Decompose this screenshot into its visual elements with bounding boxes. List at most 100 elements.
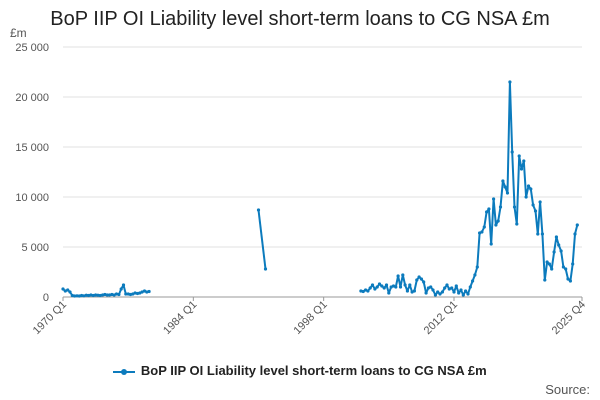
data-point[interactable]: [121, 283, 126, 287]
data-point[interactable]: [540, 232, 545, 236]
data-point[interactable]: [552, 250, 556, 254]
data-point[interactable]: [557, 243, 561, 247]
data-point[interactable]: [117, 292, 121, 297]
data-point[interactable]: [429, 285, 433, 289]
data-point[interactable]: [140, 290, 144, 294]
data-point[interactable]: [370, 283, 375, 287]
data-point[interactable]: [94, 293, 98, 297]
data-point[interactable]: [512, 205, 517, 209]
data-point[interactable]: [377, 282, 382, 286]
data-point[interactable]: [387, 291, 391, 295]
data-point[interactable]: [559, 249, 563, 253]
data-point[interactable]: [68, 290, 72, 294]
data-point[interactable]: [457, 291, 461, 295]
legend[interactable]: BoP IIP OI Liability level short-term lo…: [0, 363, 600, 378]
data-point[interactable]: [473, 273, 477, 277]
data-point[interactable]: [531, 203, 535, 207]
data-point[interactable]: [464, 289, 468, 293]
data-point[interactable]: [147, 289, 151, 294]
data-point[interactable]: [545, 260, 549, 264]
data-point[interactable]: [480, 230, 484, 234]
data-point[interactable]: [98, 293, 102, 298]
data-point[interactable]: [564, 267, 568, 271]
data-point[interactable]: [394, 285, 398, 289]
data-point[interactable]: [396, 274, 400, 278]
data-point[interactable]: [256, 208, 261, 212]
data-point[interactable]: [405, 289, 409, 293]
data-point[interactable]: [496, 219, 500, 223]
data-point[interactable]: [550, 267, 554, 271]
data-point[interactable]: [452, 290, 456, 294]
data-point[interactable]: [454, 284, 458, 288]
data-point[interactable]: [505, 191, 510, 195]
data-point[interactable]: [485, 210, 489, 214]
data-point[interactable]: [522, 159, 526, 163]
data-point[interactable]: [398, 285, 403, 289]
data-point[interactable]: [461, 293, 465, 297]
data-point[interactable]: [529, 187, 533, 191]
data-point[interactable]: [450, 286, 454, 290]
data-point[interactable]: [424, 291, 428, 295]
data-point[interactable]: [503, 185, 507, 189]
data-point[interactable]: [66, 288, 70, 292]
data-point[interactable]: [382, 286, 386, 290]
data-point[interactable]: [498, 205, 503, 209]
data-point[interactable]: [571, 262, 575, 266]
data-point[interactable]: [466, 292, 470, 296]
data-point[interactable]: [517, 154, 521, 158]
data-point[interactable]: [124, 292, 128, 296]
data-point[interactable]: [89, 293, 93, 297]
data-point[interactable]: [468, 285, 472, 289]
data-point[interactable]: [526, 184, 531, 188]
data-point[interactable]: [408, 283, 412, 287]
data-point[interactable]: [538, 200, 542, 204]
data-point[interactable]: [568, 279, 573, 283]
data-point[interactable]: [536, 232, 540, 236]
data-point[interactable]: [436, 290, 440, 294]
data-point[interactable]: [501, 179, 505, 183]
data-point[interactable]: [482, 225, 486, 229]
data-point[interactable]: [412, 289, 416, 293]
data-point[interactable]: [440, 290, 444, 294]
data-point[interactable]: [561, 265, 566, 269]
data-point[interactable]: [380, 284, 384, 288]
data-point[interactable]: [510, 150, 514, 154]
data-point[interactable]: [417, 275, 421, 279]
data-point[interactable]: [431, 288, 435, 292]
data-point[interactable]: [384, 283, 389, 287]
data-point[interactable]: [489, 242, 493, 246]
data-point[interactable]: [415, 278, 419, 282]
data-point[interactable]: [494, 223, 498, 227]
data-point[interactable]: [107, 293, 112, 297]
data-point[interactable]: [508, 80, 512, 84]
data-point[interactable]: [543, 278, 547, 282]
data-point[interactable]: [573, 232, 577, 236]
data-point[interactable]: [401, 273, 405, 277]
data-point[interactable]: [524, 195, 528, 199]
data-point[interactable]: [459, 288, 463, 292]
data-point[interactable]: [515, 222, 519, 226]
data-point[interactable]: [422, 280, 426, 284]
data-point[interactable]: [438, 292, 442, 296]
data-point[interactable]: [263, 267, 268, 271]
data-point[interactable]: [366, 289, 370, 293]
data-point[interactable]: [114, 292, 119, 296]
data-point[interactable]: [475, 265, 479, 269]
data-point[interactable]: [566, 277, 570, 281]
data-point[interactable]: [75, 294, 79, 298]
data-point[interactable]: [487, 207, 491, 211]
data-point[interactable]: [547, 262, 552, 266]
data-point[interactable]: [575, 223, 579, 227]
data-point[interactable]: [105, 293, 109, 297]
data-point[interactable]: [519, 167, 524, 171]
data-point[interactable]: [82, 294, 86, 298]
data-point[interactable]: [63, 289, 67, 293]
data-point[interactable]: [119, 287, 123, 291]
data-point[interactable]: [368, 286, 372, 290]
data-point[interactable]: [533, 209, 538, 213]
data-point[interactable]: [133, 291, 137, 295]
data-point[interactable]: [433, 293, 437, 297]
data-point[interactable]: [419, 277, 423, 281]
data-point[interactable]: [554, 235, 559, 239]
data-point[interactable]: [492, 197, 496, 201]
